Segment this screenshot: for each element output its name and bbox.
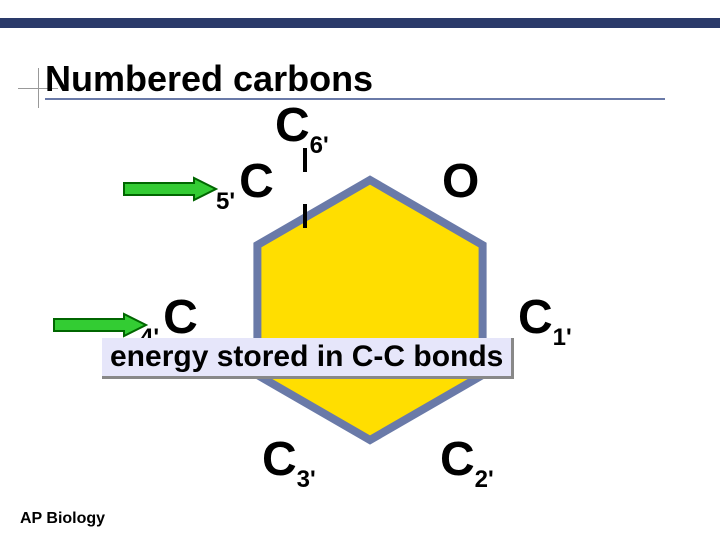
carbon-6: C6' xyxy=(275,98,329,153)
atom-symbol: O xyxy=(442,155,479,208)
atom-number: 2' xyxy=(475,466,494,493)
hexagon-ring xyxy=(257,180,482,440)
hexagon-diagram: C6' 5'C O 4'C C1' C3' C2' energy stored … xyxy=(80,100,640,520)
carbon-4: 4'C xyxy=(140,290,198,345)
atom-number: 5' xyxy=(216,188,235,215)
carbon-1: C1' xyxy=(518,290,572,345)
atom-number: 1' xyxy=(553,324,572,351)
atom-symbol: C xyxy=(262,433,297,486)
oxygen: O xyxy=(442,154,479,209)
energy-caption: energy stored in C-C bonds xyxy=(102,338,514,379)
title-text: Numbered carbons xyxy=(45,58,373,99)
atom-symbol: C xyxy=(275,99,310,152)
arrow-shape xyxy=(54,314,146,336)
atom-number: 6' xyxy=(310,132,329,159)
caption-text: energy stored in C-C bonds xyxy=(110,340,503,373)
atom-symbol: C xyxy=(518,291,553,344)
carbon-3: C3' xyxy=(262,432,316,487)
atom-symbol: C xyxy=(239,155,274,208)
carbon-5: 5'C xyxy=(216,154,274,209)
arrow-to-c5 xyxy=(120,174,220,209)
carbon-2: C2' xyxy=(440,432,494,487)
footer-label: AP Biology xyxy=(20,510,105,528)
atom-symbol: C xyxy=(440,433,475,486)
arrow-shape xyxy=(124,178,216,200)
slide-title: Numbered carbons xyxy=(45,58,373,100)
atom-number: 3' xyxy=(297,466,316,493)
atom-symbol: C xyxy=(163,291,198,344)
header-bar xyxy=(0,18,720,28)
